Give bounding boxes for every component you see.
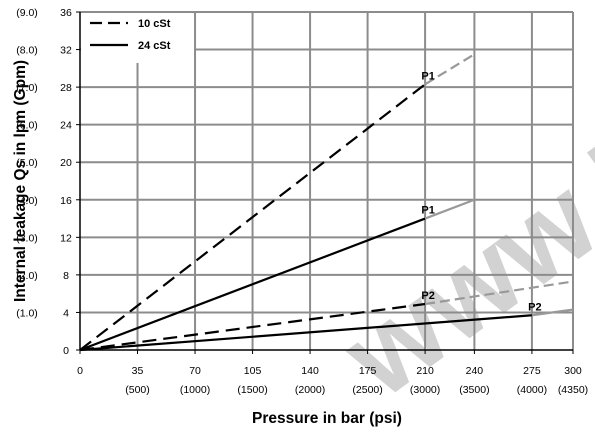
x-tick-label: 275	[523, 365, 541, 377]
y-tick-sublabel: (6.0)	[16, 120, 38, 132]
series-label-2: P1	[421, 205, 434, 217]
x-tick-sublabel: (1500)	[237, 384, 267, 396]
x-tick-label: 105	[244, 365, 262, 377]
series-label-1: P1	[421, 70, 434, 82]
x-tick-label: 175	[359, 365, 377, 377]
legend-label-1: 10 cSt	[138, 18, 171, 30]
y-tick-label: 32	[60, 45, 72, 57]
y-tick-label: 28	[60, 82, 72, 94]
y-tick-sublabel: (5.0)	[16, 157, 38, 169]
y-tick-label: 24	[60, 120, 72, 132]
x-tick-sublabel: (2500)	[352, 384, 382, 396]
series-line-2	[79, 217, 426, 352]
x-tick-label: 300	[564, 365, 582, 377]
series-line-3	[79, 302, 426, 352]
y-tick-sublabel: (2.0)	[16, 270, 38, 282]
series-line-1	[79, 83, 426, 351]
x-tick-label: 0	[77, 365, 83, 377]
series-label-3: P2	[421, 290, 434, 302]
y-tick-label: 16	[60, 195, 72, 207]
y-tick-label: 4	[63, 307, 69, 319]
legend-label-2: 24 cSt	[138, 40, 171, 52]
y-tick-sublabel: (3.0)	[16, 232, 38, 244]
series-label-4: P2	[528, 301, 541, 313]
x-tick-sublabel: (2000)	[295, 384, 325, 396]
x-axis-label: Pressure in bar (psi)	[252, 410, 402, 427]
legend-box	[81, 13, 194, 63]
x-tick-sublabel: (3500)	[459, 384, 489, 396]
x-tick-sublabel: (3000)	[410, 384, 440, 396]
y-tick-sublabel: (8.0)	[16, 45, 38, 57]
series-extension-4	[531, 308, 574, 317]
series-extension-3	[424, 280, 574, 306]
x-tick-label: 210	[416, 365, 434, 377]
x-tick-sublabel: (1000)	[180, 384, 210, 396]
y-tick-label: 0	[63, 345, 69, 357]
y-tick-label: 8	[63, 270, 69, 282]
x-tick-label: 240	[466, 365, 484, 377]
series-extension-2	[424, 198, 475, 220]
y-axis-label: Internal leakage Qs in lpm (Gpm)	[12, 60, 29, 302]
y-tick-sublabel: (7.0)	[16, 82, 38, 94]
x-tick-label: 70	[189, 365, 201, 377]
x-tick-sublabel: (500)	[125, 384, 150, 396]
x-tick-label: 140	[301, 365, 319, 377]
y-tick-sublabel: (4.0)	[16, 195, 38, 207]
series-line-4	[79, 314, 533, 352]
y-tick-sublabel: (1.0)	[16, 307, 38, 319]
y-tick-label: 20	[60, 157, 72, 169]
x-tick-sublabel: (4350)	[558, 384, 588, 396]
y-tick-label: 12	[60, 232, 72, 244]
y-tick-label: 36	[60, 7, 72, 19]
x-tick-label: 35	[132, 365, 144, 377]
x-tick-sublabel: (4000)	[517, 384, 547, 396]
y-tick-sublabel: (9.0)	[16, 7, 38, 19]
series-extension-1	[424, 53, 475, 86]
